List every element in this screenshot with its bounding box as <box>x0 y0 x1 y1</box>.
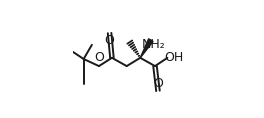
Text: OH: OH <box>164 51 183 64</box>
Text: O: O <box>95 51 105 64</box>
Text: O: O <box>104 34 114 47</box>
Text: NH₂: NH₂ <box>142 38 166 51</box>
Text: O: O <box>154 77 163 90</box>
Polygon shape <box>140 39 153 58</box>
